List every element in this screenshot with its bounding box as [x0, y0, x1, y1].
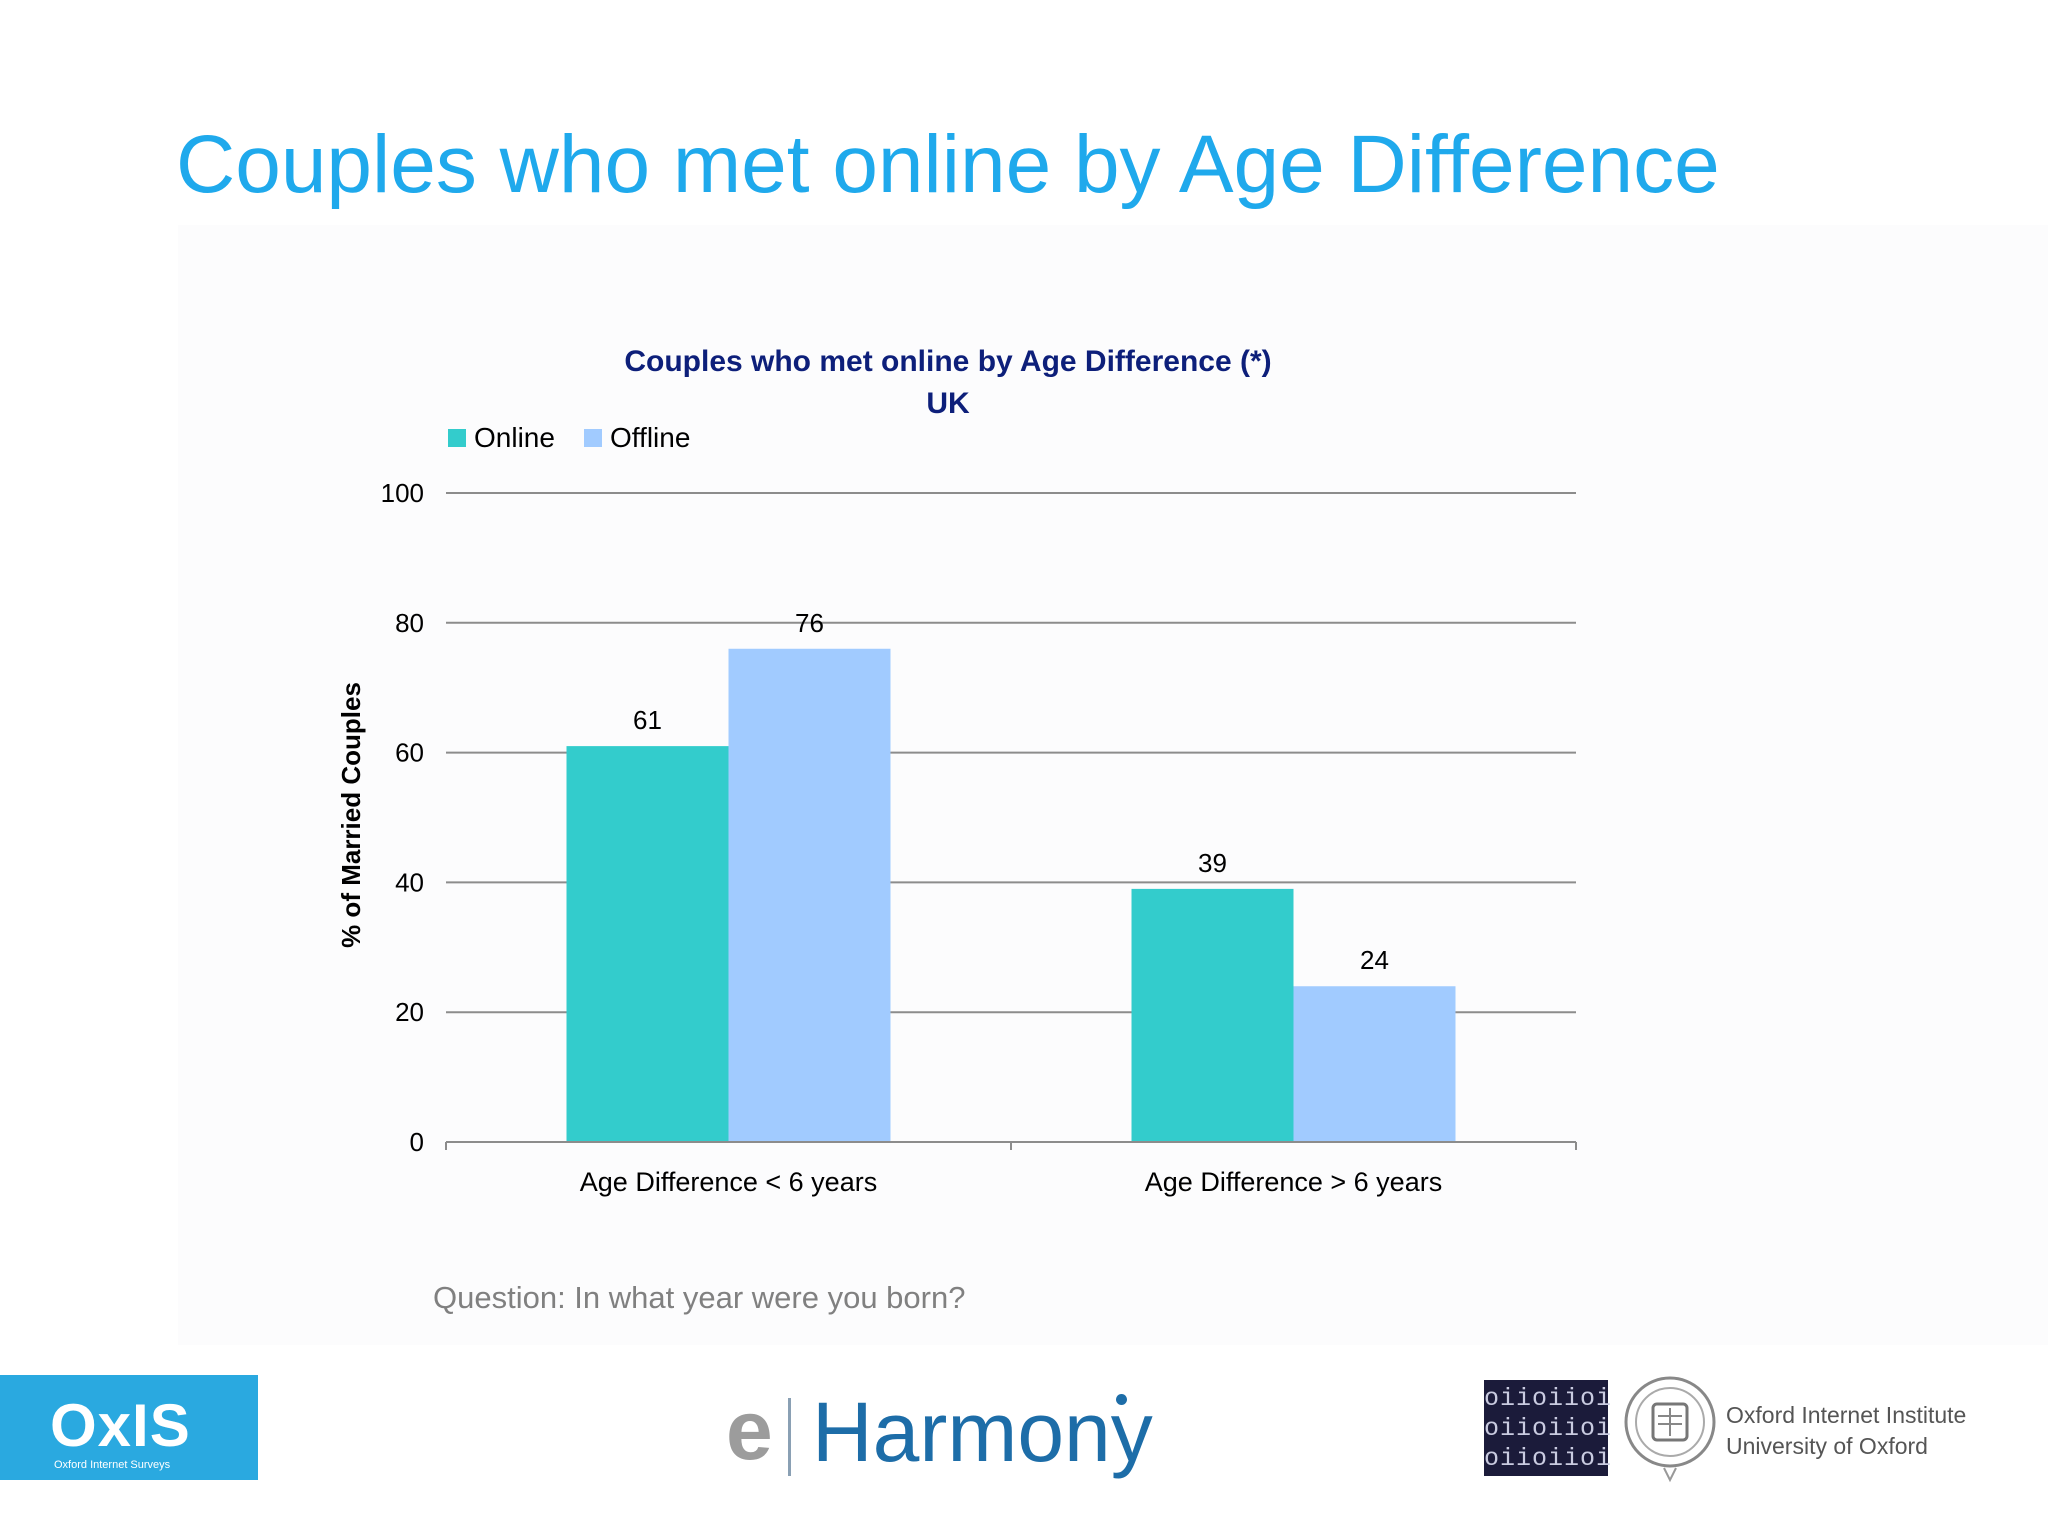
y-tick-label: 40 [395, 867, 424, 897]
chart-panel: 0 20 40 60 80 100 61 76 Age Difference < 6 years… [178, 225, 2048, 1345]
oii-binary-logo: oiioiioi oiioiioi oiioiioi [1484, 1380, 1613, 1476]
question-note: Question: In what year were you born? [433, 1280, 966, 1315]
bars [566, 648, 1456, 1142]
oxis-logo-sub: Oxford Internet Surveys [54, 1459, 171, 1471]
slide-title: Couples who met online by Age Difference [176, 119, 1720, 210]
legend-swatch-online [448, 429, 466, 447]
legend-label-offline: Offline [610, 422, 690, 453]
oii-logo-text: Oxford Internet Institute University of … [1726, 1400, 1966, 1462]
eharmony-logo-word: Harmony [812, 1385, 1153, 1479]
bar-offline [1293, 986, 1456, 1142]
y-tick-label: 100 [381, 478, 424, 508]
eharmony-logo: e Harmony [726, 1383, 1153, 1498]
legend-label-online: Online [474, 422, 555, 453]
data-label: 61 [633, 705, 662, 735]
footer-logos: OxIS Oxford Internet Surveys e Harmony o… [0, 1360, 2048, 1536]
eharmony-divider [788, 1398, 791, 1476]
bar-chart: 0 20 40 60 80 100 61 76 Age Difference < 6 years… [336, 345, 1577, 1197]
y-tick-label: 80 [395, 608, 424, 638]
legend-swatch-offline [584, 429, 602, 447]
x-tick-label: Age Difference > 6 years [1145, 1167, 1442, 1197]
oii-logo-line2: University of Oxford [1726, 1433, 1928, 1459]
y-tick-label: 60 [395, 738, 424, 768]
bar-offline [728, 648, 891, 1142]
oii-logo-line1: Oxford Internet Institute [1726, 1402, 1967, 1428]
axes [445, 1141, 1577, 1150]
x-tick-label: Age Difference < 6 years [580, 1167, 877, 1197]
y-tick-label: 20 [395, 997, 424, 1027]
oii-binary-line: oiioiioi [1484, 1414, 1613, 1443]
oxis-logo-word: OxIS [50, 1392, 191, 1459]
data-label: 76 [795, 608, 824, 638]
legend: Online Offline [448, 422, 690, 453]
registered-mark-icon [1116, 1394, 1127, 1405]
oxford-seal-icon [1624, 1376, 1716, 1483]
bar-online [566, 746, 729, 1142]
oxis-logo: OxIS Oxford Internet Surveys [0, 1375, 258, 1480]
chart-title: Couples who met online by Age Difference… [624, 345, 1271, 378]
eharmony-logo-e: e [726, 1383, 773, 1477]
data-label: 39 [1198, 848, 1227, 878]
oii-binary-line: oiioiioi [1484, 1444, 1613, 1473]
data-label: 24 [1360, 945, 1389, 975]
oii-binary-line: oiioiioi [1484, 1384, 1613, 1413]
y-tick-label: 0 [410, 1127, 424, 1157]
chart-subtitle: UK [926, 387, 970, 420]
bar-online [1131, 888, 1294, 1142]
labels: 0 20 40 60 80 100 61 76 Age Difference < 6 years… [381, 478, 1443, 1197]
y-axis-title: % of Married Couples [336, 682, 366, 948]
